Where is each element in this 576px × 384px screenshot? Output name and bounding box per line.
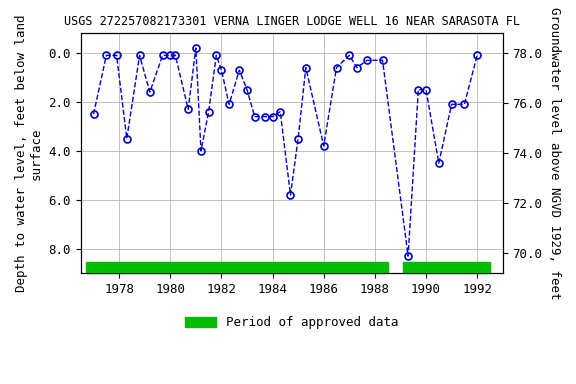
Y-axis label: Depth to water level, feet below land
surface: Depth to water level, feet below land su… <box>15 15 43 292</box>
Legend: Period of approved data: Period of approved data <box>180 311 404 334</box>
Bar <box>86 262 388 273</box>
Bar <box>403 262 490 273</box>
Title: USGS 272257082173301 VERNA LINGER LODGE WELL 16 NEAR SARASOTA FL: USGS 272257082173301 VERNA LINGER LODGE … <box>64 15 520 28</box>
Y-axis label: Groundwater level above NGVD 1929, feet: Groundwater level above NGVD 1929, feet <box>548 7 561 300</box>
